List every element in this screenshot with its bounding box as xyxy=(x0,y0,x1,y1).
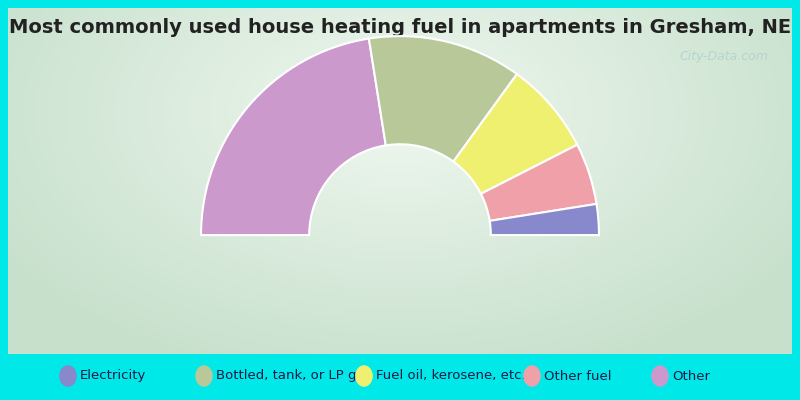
Text: Bottled, tank, or LP gas: Bottled, tank, or LP gas xyxy=(216,370,371,382)
Ellipse shape xyxy=(355,365,373,387)
Text: Most commonly used house heating fuel in apartments in Gresham, NE: Most commonly used house heating fuel in… xyxy=(9,18,791,37)
Wedge shape xyxy=(201,38,386,235)
Text: Other fuel: Other fuel xyxy=(544,370,611,382)
Ellipse shape xyxy=(523,365,541,387)
Text: Other: Other xyxy=(672,370,710,382)
Ellipse shape xyxy=(59,365,77,387)
Wedge shape xyxy=(369,36,517,162)
Text: Electricity: Electricity xyxy=(80,370,146,382)
Ellipse shape xyxy=(651,365,669,387)
Wedge shape xyxy=(454,74,578,194)
Text: Fuel oil, kerosene, etc.: Fuel oil, kerosene, etc. xyxy=(376,370,526,382)
Ellipse shape xyxy=(195,365,213,387)
Wedge shape xyxy=(481,145,597,221)
Text: City-Data.com: City-Data.com xyxy=(680,50,769,62)
Wedge shape xyxy=(490,204,599,235)
